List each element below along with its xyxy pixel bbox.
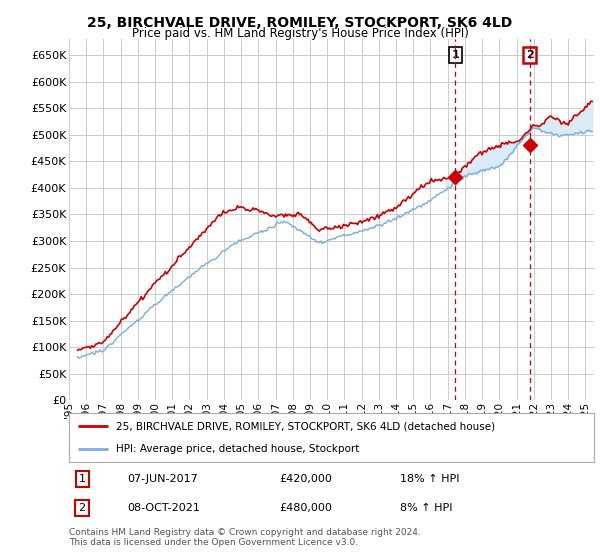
Text: £420,000: £420,000 — [279, 474, 332, 484]
Text: Contains HM Land Registry data © Crown copyright and database right 2024.
This d: Contains HM Land Registry data © Crown c… — [69, 528, 421, 547]
Text: 2: 2 — [79, 503, 86, 513]
Text: 25, BIRCHVALE DRIVE, ROMILEY, STOCKPORT, SK6 4LD: 25, BIRCHVALE DRIVE, ROMILEY, STOCKPORT,… — [88, 16, 512, 30]
Text: 2: 2 — [526, 50, 533, 60]
Text: HPI: Average price, detached house, Stockport: HPI: Average price, detached house, Stoc… — [116, 444, 359, 454]
Text: 8% ↑ HPI: 8% ↑ HPI — [400, 503, 452, 513]
Text: 08-OCT-2021: 08-OCT-2021 — [127, 503, 200, 513]
Text: 1: 1 — [79, 474, 86, 484]
Text: 1: 1 — [451, 50, 459, 60]
Text: Price paid vs. HM Land Registry's House Price Index (HPI): Price paid vs. HM Land Registry's House … — [131, 27, 469, 40]
Text: 07-JUN-2017: 07-JUN-2017 — [127, 474, 197, 484]
Text: £480,000: £480,000 — [279, 503, 332, 513]
Text: 18% ↑ HPI: 18% ↑ HPI — [400, 474, 459, 484]
Text: 25, BIRCHVALE DRIVE, ROMILEY, STOCKPORT, SK6 4LD (detached house): 25, BIRCHVALE DRIVE, ROMILEY, STOCKPORT,… — [116, 421, 496, 431]
